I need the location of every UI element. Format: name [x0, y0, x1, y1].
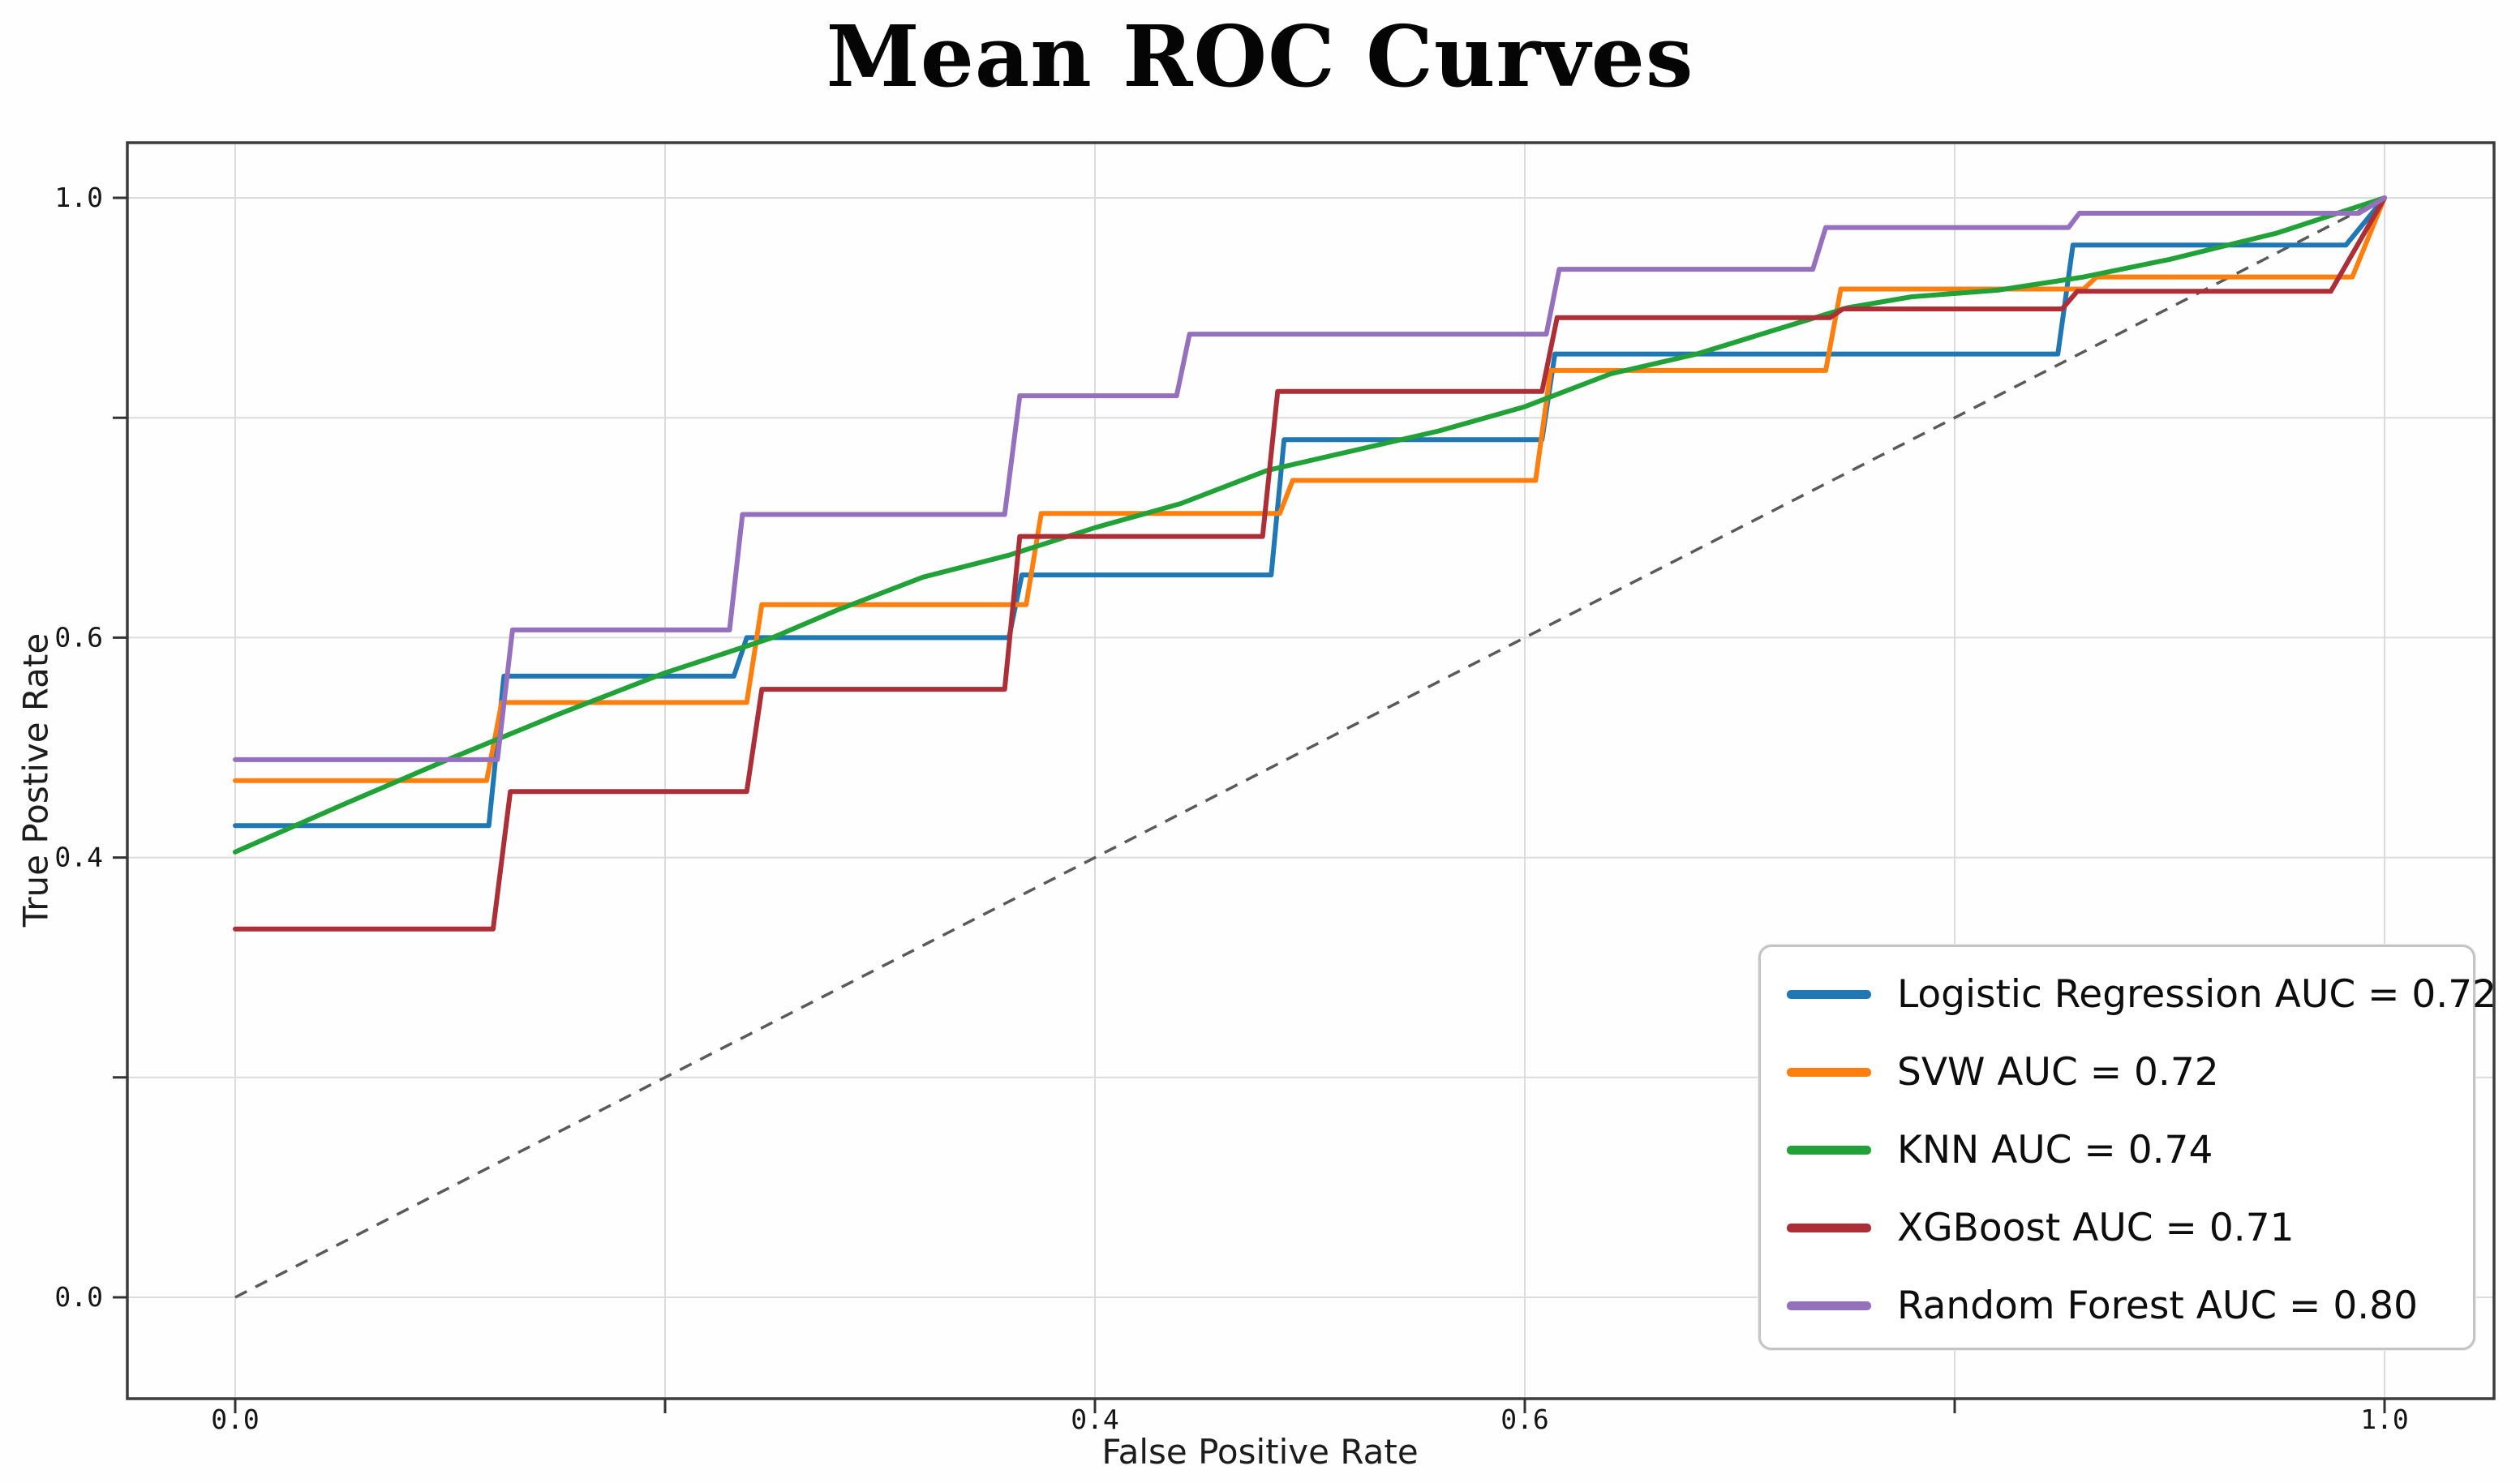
legend-box: Logistic Regression AUC = 0.72 SVW AUC =… — [1758, 945, 2496, 1350]
plot-frame — [126, 141, 2496, 1400]
roc-curve-logistic-regression — [233, 195, 2387, 829]
legend-item-logistic-regression: Logistic Regression AUC = 0.72 — [1775, 955, 2496, 1033]
y-tick-label: 1.0 — [54, 182, 103, 213]
axis-ticks: 0.0 0.4 0.6 1.0 0.0 0.4 0.6 1.0 — [54, 182, 2408, 1435]
legend-label: XGBoost AUC = 0.71 — [1897, 1205, 2295, 1250]
x-tick-label: 1.0 — [2360, 1404, 2409, 1435]
chance-diagonal-line — [234, 196, 2385, 1299]
x-tick-label: 0.6 — [1500, 1404, 1549, 1435]
legend-swatch-random-forest — [1787, 1301, 1871, 1310]
legend-swatch-svw — [1787, 1067, 1871, 1077]
legend-swatch-logistic-regression — [1787, 989, 1871, 999]
legend-swatch-knn — [1787, 1145, 1871, 1155]
roc-curve-xgboost — [233, 195, 2387, 932]
legend-swatch-xgboost — [1787, 1223, 1871, 1232]
roc-curve-svw — [233, 195, 2387, 783]
chart-title: Mean ROC Curves — [826, 6, 1694, 106]
legend-label: Random Forest AUC = 0.80 — [1897, 1283, 2418, 1328]
roc-curves — [233, 195, 2387, 932]
legend-item-xgboost: XGBoost AUC = 0.71 — [1775, 1189, 2473, 1267]
y-tick-label: 0.6 — [54, 621, 103, 653]
y-axis-label: True Postive Rate — [15, 632, 56, 928]
legend-label: KNN AUC = 0.74 — [1897, 1127, 2213, 1172]
legend-item-random-forest: Random Forest AUC = 0.80 — [1775, 1267, 2473, 1344]
x-axis-label: False Positive Rate — [1101, 1432, 1419, 1472]
legend-label: Logistic Regression AUC = 0.72 — [1897, 971, 2497, 1017]
legend-label: SVW AUC = 0.72 — [1897, 1049, 2219, 1095]
roc-curve-random-forest — [233, 195, 2387, 762]
y-tick-label: 0.4 — [54, 842, 103, 873]
legend-item-knn: KNN AUC = 0.74 — [1775, 1111, 2473, 1189]
legend-item-svw: SVW AUC = 0.72 — [1775, 1033, 2473, 1111]
x-tick-label: 0.4 — [1071, 1404, 1119, 1435]
x-tick-label: 0.0 — [211, 1404, 260, 1435]
y-tick-label: 0.0 — [54, 1281, 103, 1313]
roc-curve-knn — [233, 195, 2387, 855]
